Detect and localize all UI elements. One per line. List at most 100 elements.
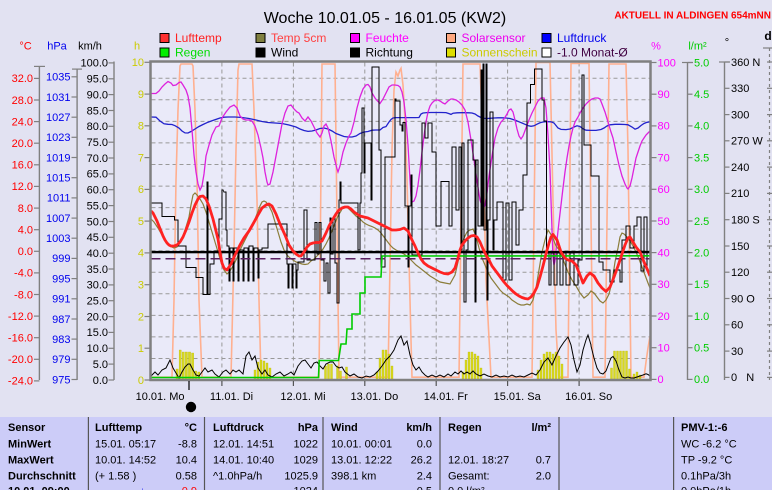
svg-text:TP -9.2 °C: TP -9.2 °C	[681, 455, 732, 467]
svg-text:90.0: 90.0	[87, 89, 108, 101]
svg-text:975: 975	[52, 374, 70, 386]
svg-text:360 N: 360 N	[731, 57, 760, 69]
svg-text:0 N: 0 N	[731, 372, 754, 384]
svg-text:10: 10	[132, 57, 144, 69]
svg-text:0: 0	[658, 374, 664, 386]
svg-text:%: %	[651, 40, 661, 52]
svg-text:95.0: 95.0	[87, 74, 108, 86]
svg-text:0: 0	[138, 375, 144, 387]
svg-text:25.0: 25.0	[87, 296, 108, 308]
svg-text:0.0hPa/1h: 0.0hPa/1h	[681, 486, 731, 490]
svg-text:1031: 1031	[46, 92, 70, 104]
svg-text:270 W: 270 W	[731, 136, 763, 148]
svg-text:WC -6.2 °C: WC -6.2 °C	[681, 438, 737, 450]
svg-text:1003: 1003	[46, 233, 70, 245]
svg-text:Solarsensor: Solarsensor	[462, 31, 526, 45]
svg-text:2.4: 2.4	[417, 471, 432, 483]
svg-text:60: 60	[658, 184, 670, 196]
svg-text:14.01. 10:40: 14.01. 10:40	[213, 455, 274, 467]
svg-text:20: 20	[658, 311, 670, 323]
svg-text:km/h: km/h	[78, 40, 102, 52]
svg-text:13.01. 12:22: 13.01. 12:22	[331, 455, 392, 467]
svg-text:Richtung: Richtung	[366, 46, 413, 60]
svg-text:1007: 1007	[46, 213, 70, 225]
svg-text:-8.8: -8.8	[178, 438, 197, 450]
svg-text:60.0: 60.0	[87, 185, 108, 197]
svg-text:1015: 1015	[46, 173, 70, 185]
svg-text:10.01. 14:52: 10.01. 14:52	[95, 455, 156, 467]
svg-text:20.0: 20.0	[12, 138, 33, 150]
svg-text:24.0: 24.0	[12, 116, 33, 128]
svg-text:5: 5	[138, 216, 144, 228]
svg-text:Temp 5cm: Temp 5cm	[271, 31, 326, 45]
svg-text:0.0: 0.0	[694, 374, 709, 386]
svg-text:Wind: Wind	[271, 46, 298, 60]
svg-text:hPa: hPa	[47, 40, 67, 52]
svg-text:2.0: 2.0	[694, 247, 709, 259]
svg-text:4.0: 4.0	[694, 121, 709, 133]
svg-text:987: 987	[52, 314, 70, 326]
svg-text:1.0: 1.0	[694, 311, 709, 323]
svg-text:20.0: 20.0	[87, 311, 108, 323]
svg-text:45.0: 45.0	[87, 232, 108, 244]
svg-text:150: 150	[731, 241, 749, 253]
svg-text:°C: °C	[19, 40, 31, 52]
svg-text:26.2: 26.2	[411, 455, 432, 467]
svg-text:0.5: 0.5	[417, 486, 432, 490]
svg-text:-8.0: -8.0	[14, 289, 33, 301]
svg-text:-1.0 Monat-Ø: -1.0 Monat-Ø	[557, 46, 628, 60]
svg-text:10.01. 09:00: 10.01. 09:00	[8, 486, 70, 490]
svg-text:50.0: 50.0	[87, 216, 108, 228]
svg-text:3.5: 3.5	[694, 152, 709, 164]
svg-text:16.0: 16.0	[12, 160, 33, 172]
svg-text:Woche 10.01.05 - 16.01.05 (KW2: Woche 10.01.05 - 16.01.05 (KW2)	[264, 10, 507, 27]
svg-text:Durchschnitt: Durchschnitt	[8, 471, 76, 483]
svg-text:15.01. 05:17: 15.01. 05:17	[95, 438, 156, 450]
svg-text:0.0: 0.0	[18, 246, 33, 258]
svg-text:995: 995	[52, 273, 70, 285]
svg-text:10.0: 10.0	[87, 343, 108, 355]
svg-text:1027: 1027	[46, 112, 70, 124]
svg-text:9: 9	[138, 89, 144, 101]
svg-text:0.0: 0.0	[417, 438, 432, 450]
svg-text:120: 120	[731, 267, 749, 279]
svg-text:12.0: 12.0	[12, 181, 33, 193]
svg-text:983: 983	[52, 334, 70, 346]
svg-text:hPa: hPa	[298, 422, 319, 434]
svg-text:40: 40	[658, 247, 670, 259]
svg-text:4: 4	[138, 248, 144, 260]
svg-text:1024: 1024	[294, 486, 318, 490]
svg-text:3: 3	[138, 280, 144, 292]
svg-text:40.0: 40.0	[87, 248, 108, 260]
svg-text:2.0: 2.0	[536, 471, 551, 483]
svg-text:10: 10	[658, 343, 670, 355]
svg-text:km/h: km/h	[406, 422, 432, 434]
svg-text:1025.9: 1025.9	[284, 471, 318, 483]
svg-text:0.5: 0.5	[694, 343, 709, 355]
svg-text:-4.0: -4.0	[14, 268, 33, 280]
svg-text:100.0: 100.0	[80, 58, 108, 70]
svg-text:6: 6	[138, 184, 144, 196]
svg-text:28.0: 28.0	[12, 95, 33, 107]
svg-text:35.0: 35.0	[87, 264, 108, 276]
svg-text:12.01. 18:27: 12.01. 18:27	[448, 455, 509, 467]
svg-text:-20.0: -20.0	[8, 354, 33, 366]
svg-text:15.0: 15.0	[87, 327, 108, 339]
svg-text:30: 30	[731, 346, 743, 358]
svg-text:1023: 1023	[46, 132, 70, 144]
svg-text:0.0: 0.0	[93, 375, 108, 387]
svg-text:180 S: 180 S	[731, 215, 760, 227]
svg-text:999: 999	[52, 253, 70, 265]
svg-text:12.01. 14:51: 12.01. 14:51	[213, 438, 274, 450]
svg-text:-16.0: -16.0	[8, 333, 33, 345]
svg-text:Gesamt:: Gesamt:	[448, 471, 490, 483]
svg-text:2: 2	[138, 311, 144, 323]
svg-text:60: 60	[731, 320, 743, 332]
svg-text:13.01. Do: 13.01. Do	[351, 391, 399, 403]
svg-text:90 O: 90 O	[731, 293, 755, 305]
svg-text:Luftdruck: Luftdruck	[557, 31, 607, 45]
svg-text:8: 8	[138, 121, 144, 133]
svg-text:AKTUELL IN ALDINGEN 654mNN: AKTUELL IN ALDINGEN 654mNN	[614, 11, 771, 22]
svg-text:50: 50	[658, 216, 670, 228]
svg-text:80: 80	[658, 121, 670, 133]
